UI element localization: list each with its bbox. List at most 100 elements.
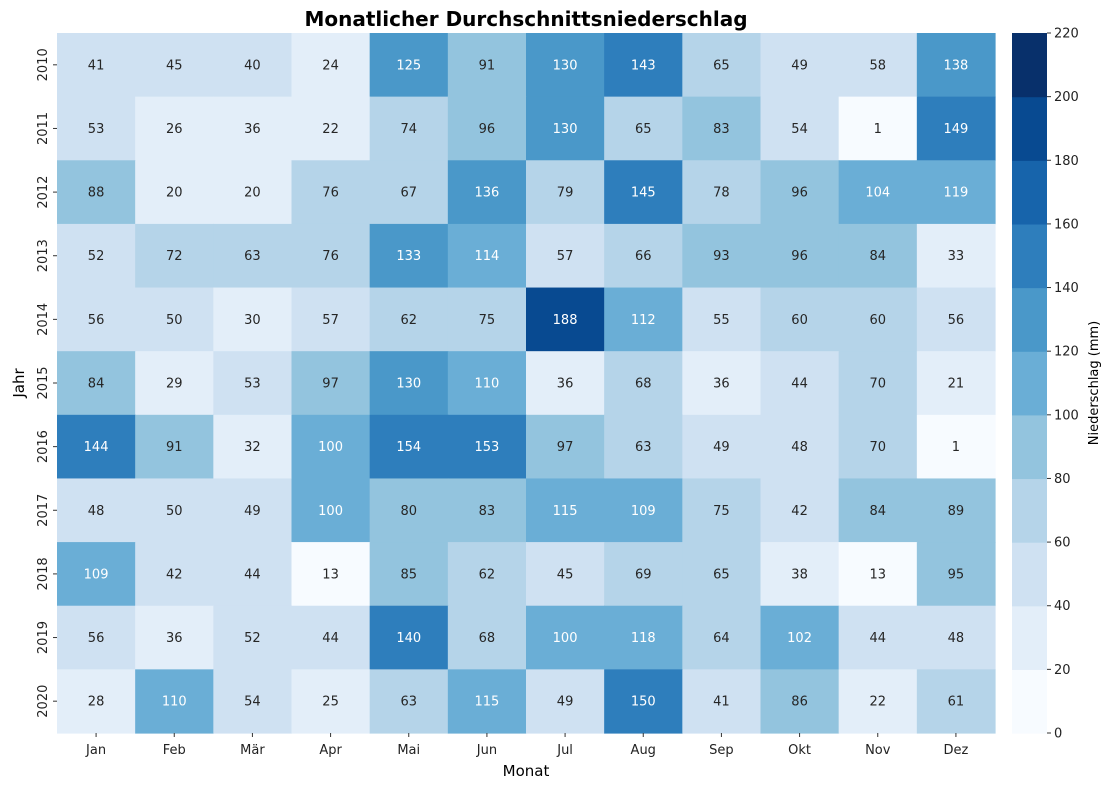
heatmap-cell — [838, 33, 918, 98]
cell-value-label: 62 — [400, 313, 417, 328]
heatmap-cell — [213, 351, 293, 416]
y-tick-label: 2017 — [36, 494, 51, 527]
cell-value-label: 36 — [557, 377, 574, 392]
cell-value-label: 75 — [713, 504, 730, 519]
cell-value-label: 20 — [244, 186, 261, 201]
cell-value-label: 112 — [631, 313, 656, 328]
heatmap-cell — [213, 223, 293, 289]
heatmap-cell — [447, 96, 527, 161]
heatmap-cell — [838, 669, 918, 734]
cell-value-label: 130 — [553, 122, 578, 137]
cell-value-label: 76 — [322, 186, 339, 201]
heatmap-cell — [135, 478, 214, 543]
cell-value-label: 140 — [396, 631, 421, 646]
cell-value-label: 58 — [869, 58, 886, 73]
cell-value-label: 62 — [479, 567, 496, 582]
heatmap-cell — [135, 414, 214, 480]
cell-value-label: 83 — [479, 504, 496, 519]
cell-value-label: 44 — [791, 377, 808, 392]
cell-value-label: 55 — [713, 313, 730, 328]
heatmap-cell — [682, 351, 762, 416]
cell-value-label: 75 — [479, 313, 496, 328]
cell-value-label: 44 — [244, 567, 261, 582]
heatmap-cell — [526, 414, 605, 480]
cell-value-label: 85 — [400, 567, 417, 582]
heatmap-cell — [57, 669, 136, 734]
heatmap-cell — [838, 414, 918, 480]
cell-value-label: 44 — [869, 631, 886, 646]
heatmap-cell — [447, 287, 527, 352]
cell-value-label: 70 — [869, 440, 886, 455]
colorbar-segment — [1012, 160, 1047, 225]
cell-value-label: 13 — [869, 567, 886, 582]
x-tick-label: Jan — [85, 743, 106, 758]
heatmap-cell — [291, 223, 371, 289]
cell-value-label: 24 — [322, 58, 339, 73]
colorbar-tick-label: 180 — [1054, 154, 1079, 169]
heatmap-cell — [760, 605, 840, 670]
cell-value-label: 66 — [635, 249, 652, 264]
cell-value-label: 36 — [166, 631, 183, 646]
heatmap-cell — [135, 160, 214, 225]
colorbar-tick-label: 0 — [1054, 727, 1062, 742]
heatmap-cell — [57, 96, 136, 161]
cell-value-label: 97 — [322, 377, 339, 392]
heatmap-cell — [916, 478, 996, 543]
cell-value-label: 83 — [713, 122, 730, 137]
cell-value-label: 68 — [635, 377, 652, 392]
heatmap-cell — [682, 96, 762, 161]
cell-value-label: 119 — [944, 186, 969, 201]
cell-value-label: 68 — [479, 631, 496, 646]
heatmap-cell — [526, 478, 605, 543]
colorbar-tick-label: 140 — [1054, 281, 1079, 296]
colorbar-tick-label: 100 — [1054, 408, 1079, 423]
x-tick-label: Mär — [240, 743, 265, 758]
heatmap-cell — [526, 160, 605, 225]
cell-value-label: 96 — [479, 122, 496, 137]
heatmap-cell — [604, 669, 683, 734]
cell-value-label: 110 — [162, 695, 187, 710]
cell-value-label: 44 — [322, 631, 339, 646]
heatmap-cell — [604, 160, 683, 225]
colorbar-segment — [1012, 96, 1047, 161]
heatmap-cell — [291, 351, 371, 416]
colorbar-label: Niederschlag (mm) — [1087, 321, 1102, 446]
heatmap-cell — [760, 414, 840, 480]
heatmap-cell — [57, 160, 136, 225]
heatmap-cell — [760, 96, 840, 161]
cell-value-label: 133 — [396, 249, 421, 264]
heatmap-cell — [213, 669, 293, 734]
x-tick-label: Okt — [788, 743, 811, 758]
cell-value-label: 80 — [400, 504, 417, 519]
cell-value-label: 36 — [244, 122, 261, 137]
cell-value-label: 118 — [631, 631, 656, 646]
heatmap-cell — [369, 414, 449, 480]
heatmap-cell — [604, 351, 683, 416]
heatmap-cell — [760, 478, 840, 543]
heatmap-cell — [526, 287, 605, 352]
heatmap-cell — [760, 542, 840, 607]
heatmap-cell — [447, 351, 527, 416]
heatmap-cell — [57, 542, 136, 607]
cell-value-label: 64 — [713, 631, 730, 646]
cell-value-label: 60 — [869, 313, 886, 328]
cell-value-label: 67 — [400, 186, 417, 201]
cell-value-label: 53 — [88, 122, 105, 137]
heatmap-cell — [682, 605, 762, 670]
heatmap-cell — [838, 287, 918, 352]
x-tick-label: Aug — [631, 743, 656, 758]
cell-value-label: 20 — [166, 186, 183, 201]
heatmap-cell — [604, 542, 683, 607]
heatmap-cell — [682, 33, 762, 98]
heatmap-cell — [447, 605, 527, 670]
heatmap-cell — [369, 33, 449, 98]
heatmap-cell — [916, 287, 996, 352]
heatmap-cell — [447, 223, 527, 289]
heatmap-cell — [291, 33, 371, 98]
y-tick-label: 2011 — [36, 112, 51, 145]
heatmap-cell — [135, 542, 214, 607]
cell-value-label: 56 — [948, 313, 965, 328]
heatmap-cell — [213, 96, 293, 161]
cell-value-label: 153 — [475, 440, 500, 455]
